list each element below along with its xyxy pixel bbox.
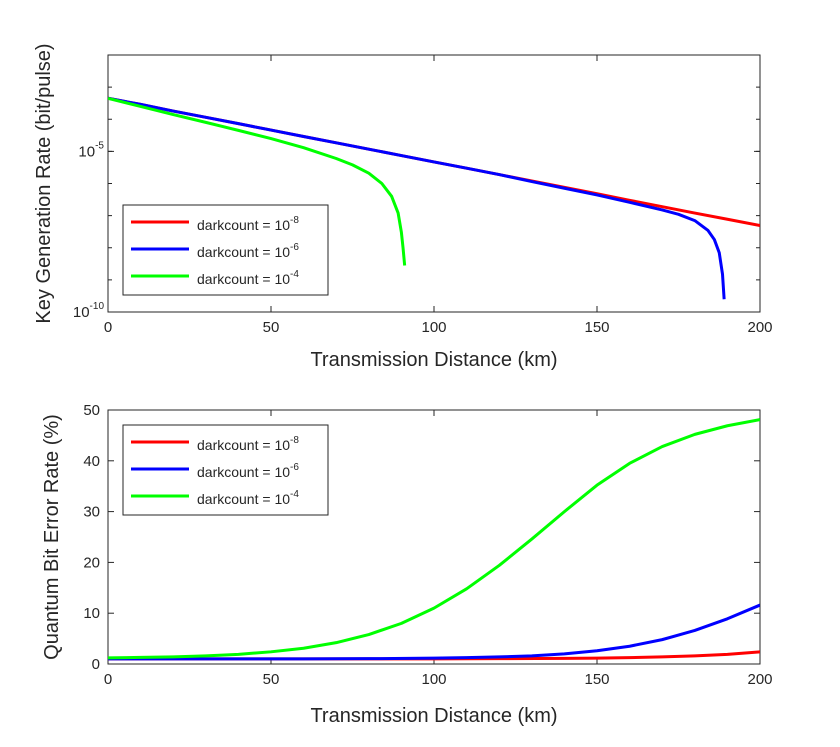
legend-label-exponent: -6 [290, 242, 299, 253]
x-tick-label: 0 [104, 671, 112, 688]
series-line [108, 96, 726, 300]
y-tick-label: 10-5 [78, 140, 104, 160]
legend-label: darkcount = 10-6 [197, 462, 299, 480]
x-tick-label: 0 [104, 319, 112, 336]
legend-label-text: darkcount = 10 [197, 217, 290, 233]
y-tick-label: 10-10 [73, 301, 105, 321]
legend-label-exponent: -8 [290, 215, 299, 226]
y-tick-label: 50 [83, 402, 100, 419]
y-tick-label: 40 [83, 453, 100, 470]
x-axis-label: Transmission Distance (km) [310, 349, 557, 371]
y-tick-base: 10 [73, 304, 90, 321]
y-tick-exponent: -10 [90, 301, 105, 312]
x-tick-label: 200 [747, 319, 772, 336]
y-axis-label: Key Generation Rate (bit/pulse) [33, 43, 55, 323]
x-tick-label: 150 [584, 319, 609, 336]
legend-label-exponent: -8 [290, 435, 299, 446]
x-tick-label: 200 [747, 671, 772, 688]
y-tick-label: 10 [83, 605, 100, 622]
x-tick-label: 50 [263, 319, 280, 336]
qber-chart: 0 50 100 150 200 0 10 20 30 40 50 Transmission Dist… [41, 402, 773, 727]
legend-label-exponent: -4 [290, 489, 299, 500]
legend-label: darkcount = 10-4 [197, 489, 299, 507]
y-tick-label: 30 [83, 504, 100, 521]
legend-label-text: darkcount = 10 [197, 244, 290, 260]
legend-label: darkcount = 10-4 [197, 269, 299, 287]
x-tick-label: 50 [263, 671, 280, 688]
legend-label: darkcount = 10-8 [197, 215, 299, 233]
legend-label-text: darkcount = 10 [197, 437, 290, 453]
series-line [108, 418, 760, 660]
legend-label-exponent: -6 [290, 462, 299, 473]
series-line [108, 96, 407, 266]
legend-label-text: darkcount = 10 [197, 271, 290, 287]
x-tick-label: 100 [421, 671, 446, 688]
legend-label: darkcount = 10-6 [197, 242, 299, 260]
y-axis-label: Quantum Bit Error Rate (%) [41, 414, 63, 660]
x-tick-label: 150 [584, 671, 609, 688]
x-tick-label: 100 [421, 319, 446, 336]
y-tick-label: 20 [83, 554, 100, 571]
y-tick-label: 0 [92, 656, 100, 673]
legend-label: darkcount = 10-8 [197, 435, 299, 453]
legend-label-text: darkcount = 10 [197, 491, 290, 507]
x-axis-label: Transmission Distance (km) [310, 705, 557, 727]
legend-label-exponent: -4 [290, 269, 299, 280]
series-line [108, 603, 760, 661]
y-tick-exponent: -5 [95, 140, 104, 151]
y-tick-base: 10 [78, 143, 95, 160]
legend-label-text: darkcount = 10 [197, 464, 290, 480]
